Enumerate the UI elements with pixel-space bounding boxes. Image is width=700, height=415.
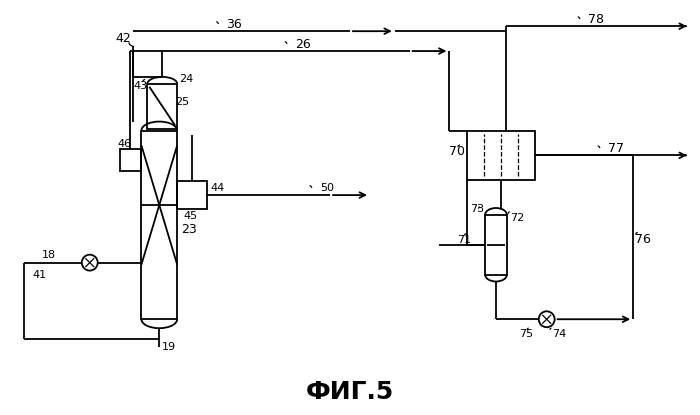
Bar (148, 84, 177, 129)
Text: 70: 70 (449, 145, 466, 158)
Text: 36: 36 (226, 18, 241, 31)
Text: 43: 43 (134, 81, 148, 91)
Text: 78: 78 (589, 13, 604, 26)
Text: 73: 73 (470, 204, 484, 214)
Text: 24: 24 (179, 74, 193, 84)
Bar (141, 131, 177, 319)
Bar (485, 215, 507, 275)
Text: 75: 75 (519, 329, 533, 339)
Text: 72: 72 (510, 213, 524, 223)
Text: 45: 45 (183, 211, 197, 221)
Text: 71: 71 (457, 235, 471, 245)
Text: 42: 42 (116, 32, 132, 45)
Bar (467, 131, 535, 180)
Text: 50: 50 (320, 183, 334, 193)
Text: 44: 44 (210, 183, 224, 193)
Text: 19: 19 (162, 342, 176, 352)
Text: 18: 18 (42, 250, 56, 260)
Text: 23: 23 (181, 223, 197, 237)
Text: 41: 41 (32, 270, 46, 280)
Text: 74: 74 (552, 329, 566, 339)
Text: ФИГ.5: ФИГ.5 (306, 380, 394, 404)
Text: 46: 46 (118, 139, 132, 149)
Text: 25: 25 (175, 97, 189, 107)
Bar (177, 181, 207, 209)
Text: 26: 26 (295, 38, 311, 51)
Text: 76: 76 (635, 233, 651, 246)
Bar (120, 149, 141, 171)
Text: 77: 77 (608, 142, 624, 155)
